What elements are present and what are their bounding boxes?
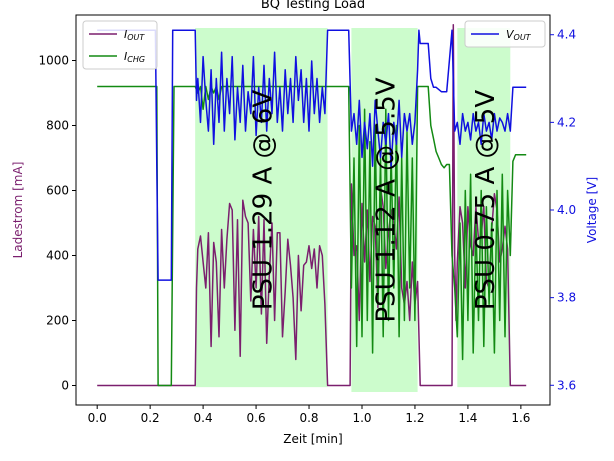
y-right-tick-label: 4.0: [557, 203, 576, 217]
y-left-tick-label: 800: [46, 119, 69, 133]
x-axis-label: Zeit [min]: [283, 432, 342, 446]
region-label-2: PSU 0.75 A @ 5V: [471, 90, 501, 310]
y-right-tick-label: 3.6: [557, 378, 576, 392]
y-axis-left: 0 200 400 600 800 1000: [38, 54, 76, 393]
x-tick-label: 0.8: [299, 411, 318, 425]
y-left-tick-label: 1000: [38, 54, 69, 68]
x-tick-label: 1.2: [405, 411, 424, 425]
y-axis-right: 3.6 3.8 4.0 4.2 4.4: [550, 28, 576, 392]
x-tick-label: 0.6: [247, 411, 266, 425]
legend-iout-label: IOUT: [124, 28, 145, 42]
y-right-tick-label: 3.8: [557, 291, 576, 305]
x-tick-label: 0.4: [194, 411, 213, 425]
legend-left-box: [82, 20, 158, 70]
legend-ichg-label: ICHG: [124, 50, 145, 64]
legend-ichg-main: I: [124, 50, 127, 63]
region-labels: PSU 1.29 A @ 6V PSU 1.12 A @ 5.5V PSU 0.75…: [248, 77, 500, 322]
region-label-0: PSU 1.29 A @ 6V: [248, 90, 278, 310]
legend-iout-sub: OUT: [127, 33, 145, 42]
legend-vout-main: V: [506, 28, 515, 41]
legend-ichg-sub: CHG: [127, 55, 145, 64]
y-left-tick-label: 200: [46, 314, 69, 328]
y-axis-left-label: Ladestrom [mA]: [11, 162, 25, 259]
series-lines: [97, 24, 527, 387]
y-right-tick-label: 4.4: [557, 28, 576, 42]
chart-title: BQ Testing Load: [261, 0, 365, 12]
y-left-tick-label: 400: [46, 249, 69, 263]
x-tick-label: 0.0: [88, 411, 107, 425]
legend-vout-label: VOUT: [506, 28, 532, 42]
x-tick-label: 1.6: [511, 411, 530, 425]
legend-right-box: [464, 20, 546, 48]
series-ichg-line: [97, 85, 527, 387]
x-tick-label: 1.4: [458, 411, 477, 425]
y-left-tick-label: 0: [61, 379, 69, 393]
x-axis: 0.0 0.2 0.4 0.6 0.8 1.0 1.2 1.4 1.6: [88, 405, 530, 425]
y-axis-right-label: Voltage [V]: [585, 177, 599, 243]
series-vout-line: [97, 29, 527, 281]
legend-right: VOUT: [464, 20, 546, 48]
legend-vout-sub: OUT: [514, 33, 532, 42]
y-left-tick-label: 600: [46, 184, 69, 198]
x-tick-label: 0.2: [141, 411, 160, 425]
legend-left: IOUT ICHG: [82, 20, 158, 70]
x-tick-label: 1.0: [352, 411, 371, 425]
region-label-1: PSU 1.12 A @ 5.5V: [371, 77, 401, 322]
legend-iout-main: I: [124, 28, 127, 41]
y-right-tick-label: 4.2: [557, 115, 576, 129]
